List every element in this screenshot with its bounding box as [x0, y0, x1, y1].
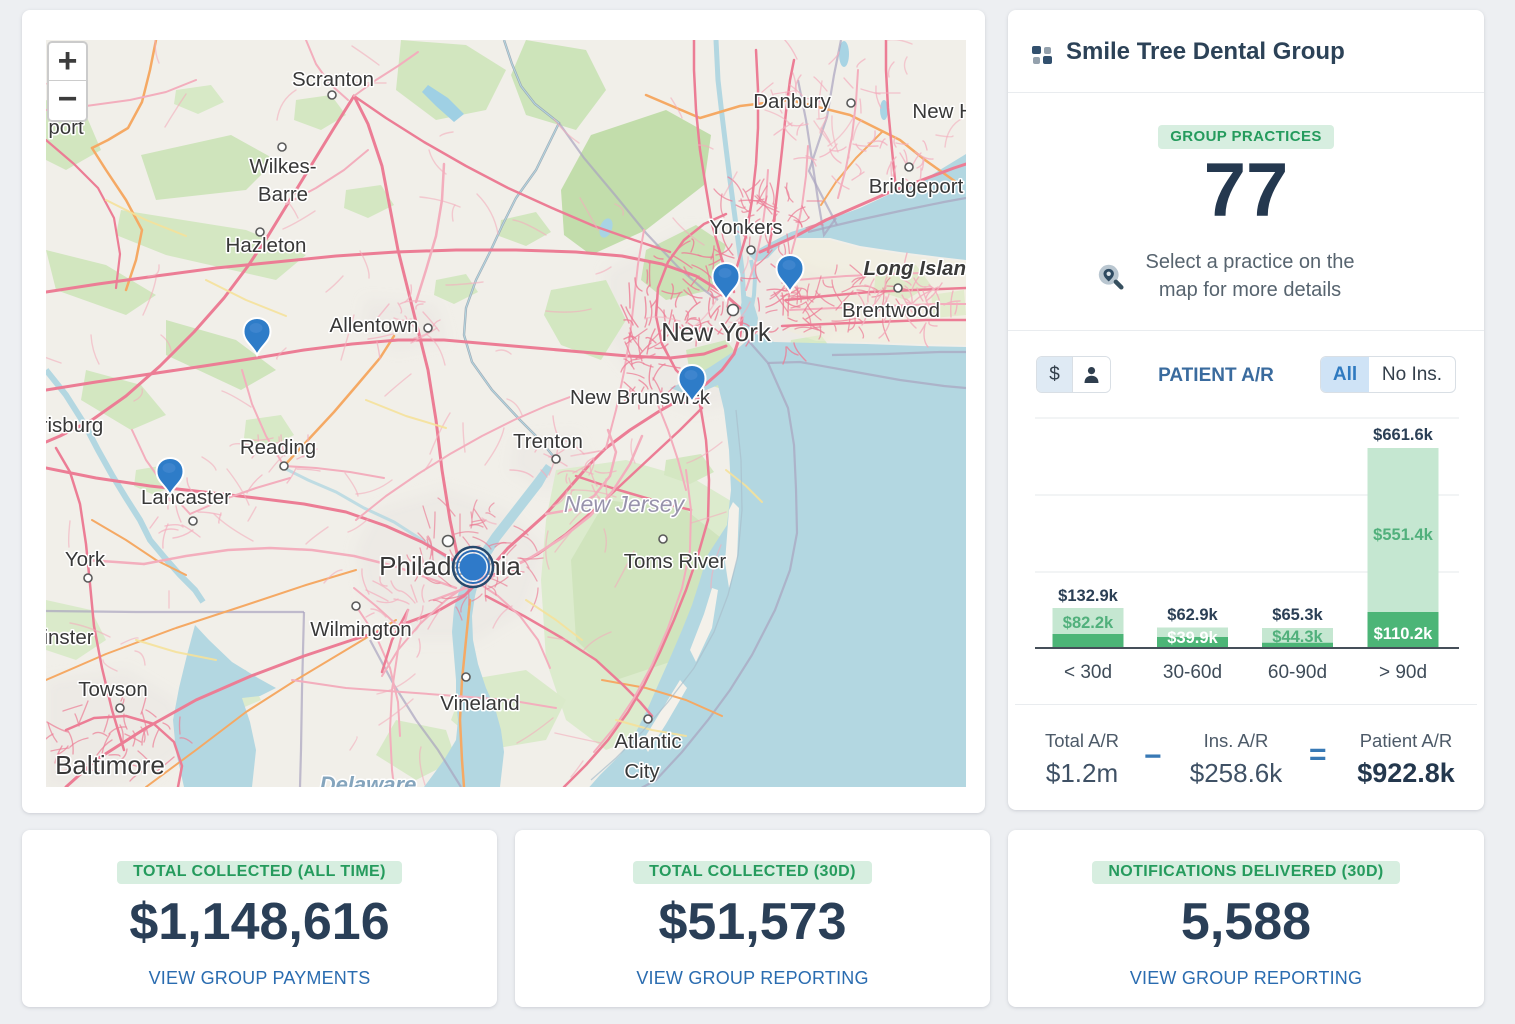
svg-text:Yonkers: Yonkers [709, 216, 782, 239]
svg-text:Allentown: Allentown [330, 314, 419, 337]
svg-text:$132.9k: $132.9k [1058, 587, 1118, 605]
svg-text:30-60d: 30-60d [1163, 662, 1222, 683]
svg-text:New York: New York [661, 317, 772, 347]
svg-text:Brentwood: Brentwood [842, 299, 940, 322]
svg-text:Reading: Reading [240, 436, 316, 459]
svg-text:Hazleton: Hazleton [226, 234, 307, 257]
svg-text:$62.9k: $62.9k [1167, 606, 1218, 624]
svg-text:Vineland: Vineland [440, 692, 519, 715]
svg-text:$65.3k: $65.3k [1272, 606, 1323, 624]
svg-text:Lancaster: Lancaster [141, 486, 231, 509]
svg-text:Barre: Barre [258, 183, 308, 206]
svg-text:$661.6k: $661.6k [1373, 426, 1433, 444]
svg-text:$82.2k: $82.2k [1063, 614, 1114, 632]
svg-text:Delaware: Delaware [320, 772, 417, 787]
svg-text:Baltimore: Baltimore [55, 750, 165, 780]
svg-text:Wilkes-: Wilkes- [249, 155, 316, 178]
svg-text:Philadelphia: Philadelphia [379, 551, 521, 581]
svg-text:$551.4k: $551.4k [1373, 526, 1433, 544]
svg-text:New Hav: New Hav [912, 100, 966, 123]
svg-text:> 90d: > 90d [1379, 662, 1427, 683]
svg-text:minster: minster [46, 626, 94, 649]
svg-text:Trenton: Trenton [513, 430, 583, 453]
svg-text:Long Island: Long Island [863, 257, 966, 280]
svg-text:York: York [65, 548, 106, 571]
svg-text:Atlantic: Atlantic [614, 730, 681, 753]
svg-text:$39.9k: $39.9k [1167, 629, 1218, 647]
svg-text:New Jersey: New Jersey [564, 491, 686, 517]
svg-text:60-90d: 60-90d [1268, 662, 1327, 683]
svg-text:Bridgeport: Bridgeport [869, 175, 964, 198]
svg-text:risburg: risburg [46, 414, 103, 437]
svg-text:$44.3k: $44.3k [1272, 628, 1323, 646]
svg-text:< 30d: < 30d [1064, 662, 1112, 683]
svg-text:Toms River: Toms River [624, 550, 727, 573]
svg-text:Scranton: Scranton [292, 68, 374, 91]
svg-text:Wilmington: Wilmington [310, 618, 411, 641]
svg-text:Danbury: Danbury [753, 90, 831, 113]
svg-text:City: City [624, 760, 660, 783]
svg-text:Towson: Towson [78, 678, 148, 701]
svg-text:$110.2k: $110.2k [1374, 625, 1434, 643]
